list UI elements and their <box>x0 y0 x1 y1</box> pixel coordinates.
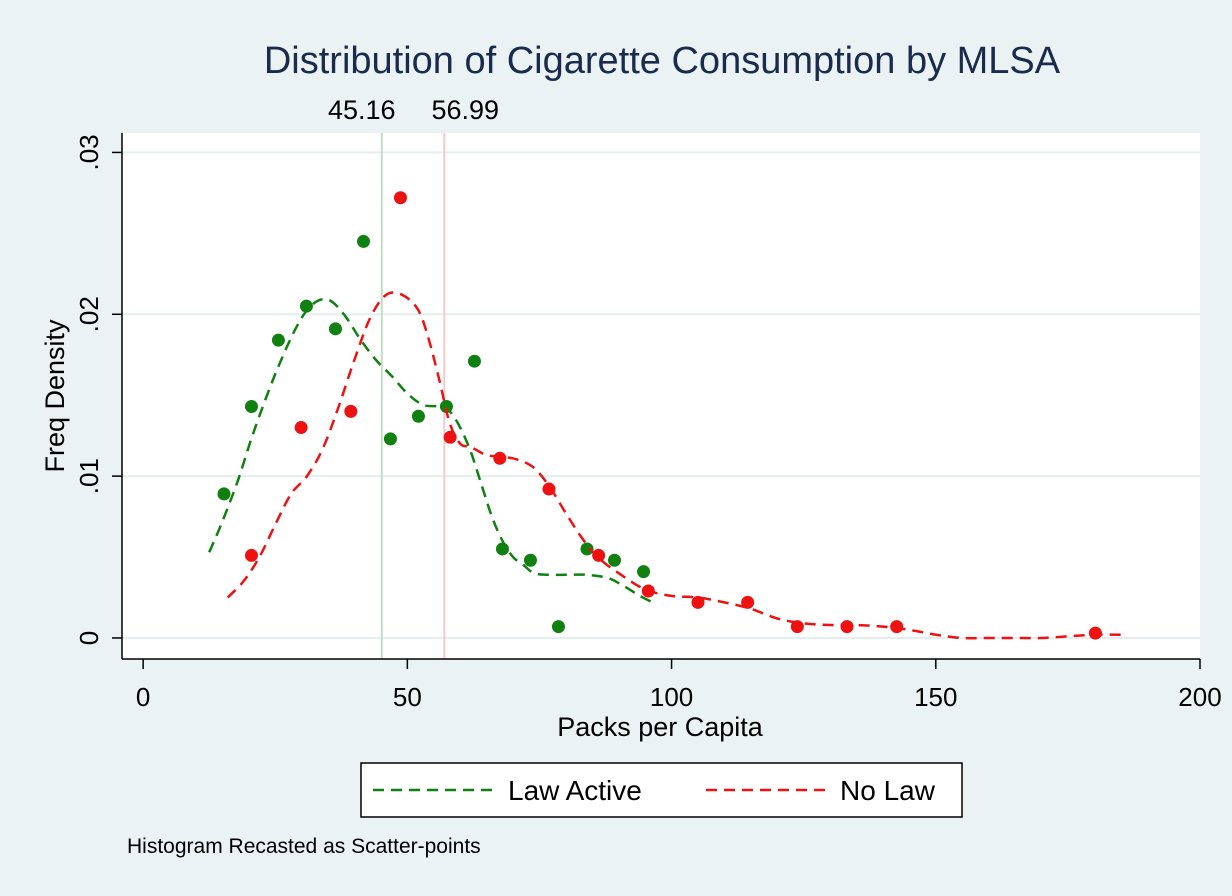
plot-area <box>122 133 1200 659</box>
chart-note: Histogram Recasted as Scatter-points <box>127 835 481 858</box>
y-tick-label: .01 <box>74 458 104 494</box>
data-point-law-active <box>217 487 231 501</box>
data-point-law-active <box>495 542 509 556</box>
x-tick-label: 50 <box>393 682 422 712</box>
data-point-law-active <box>580 542 594 556</box>
data-point-law-active <box>356 234 370 248</box>
data-point-no-law <box>493 451 507 465</box>
data-point-no-law <box>641 584 655 598</box>
data-point-no-law <box>344 404 358 418</box>
data-point-law-active <box>467 354 481 368</box>
data-point-law-active <box>244 400 258 414</box>
chart-title: Distribution of Cigarette Consumption by… <box>264 40 1061 82</box>
data-point-no-law <box>393 191 407 205</box>
y-tick-label: 0 <box>74 631 104 645</box>
x-tick-label: 200 <box>1178 682 1221 712</box>
data-point-no-law <box>542 482 556 496</box>
legend: Law Active No Law <box>360 762 963 818</box>
legend-box <box>360 762 963 818</box>
legend-label-law-active: Law Active <box>508 775 642 806</box>
data-point-law-active <box>637 565 651 579</box>
x-tick-label: 150 <box>914 682 957 712</box>
data-point-law-active <box>271 333 285 347</box>
x-tick-label: 100 <box>650 682 693 712</box>
series-layer <box>208 191 1121 640</box>
data-point-no-law <box>592 548 606 562</box>
density-line-no-law <box>226 291 1121 640</box>
data-point-no-law <box>1088 626 1102 640</box>
data-point-law-active <box>439 400 453 414</box>
data-point-law-active <box>383 432 397 446</box>
x-axis-title: Packs per Capita <box>557 712 764 742</box>
reference-line-label: 56.99 <box>432 95 500 125</box>
data-point-no-law <box>691 595 705 609</box>
data-point-no-law <box>741 595 755 609</box>
data-point-no-law <box>890 620 904 634</box>
data-point-law-active <box>523 553 537 567</box>
data-point-law-active <box>299 299 313 313</box>
legend-label-no-law: No Law <box>840 775 936 806</box>
axes: 0 50 100 150 200 0 .01 .02 .03 <box>74 133 1222 712</box>
data-point-law-active <box>411 409 425 423</box>
data-point-law-active <box>607 553 621 567</box>
data-point-law-active <box>328 322 342 336</box>
series-no-law <box>226 191 1121 640</box>
series-law-active <box>208 234 657 634</box>
y-axis-title: Freq Density <box>40 319 70 473</box>
reference-lines: 45.16 56.99 <box>328 95 499 659</box>
y-tick-label: .02 <box>74 296 104 332</box>
data-point-no-law <box>840 620 854 634</box>
data-point-no-law <box>790 620 804 634</box>
x-tick-label: 0 <box>136 682 150 712</box>
data-point-no-law <box>294 421 308 435</box>
data-point-no-law <box>244 548 258 562</box>
y-tick-label: .03 <box>74 134 104 170</box>
data-point-law-active <box>551 620 565 634</box>
data-point-no-law <box>443 430 457 444</box>
reference-line-label: 45.16 <box>328 95 396 125</box>
